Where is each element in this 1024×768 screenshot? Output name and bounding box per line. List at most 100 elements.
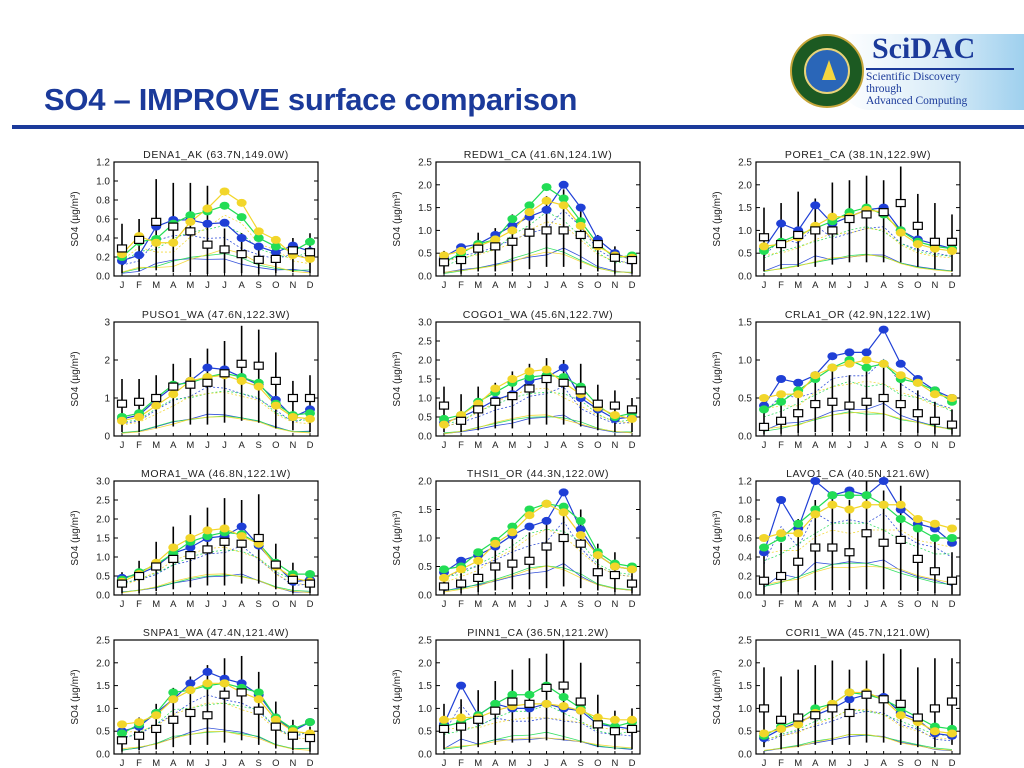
series-point-yellow: [947, 729, 957, 738]
x-tick-label: J: [864, 599, 869, 610]
x-tick-label: J: [205, 440, 210, 451]
series-point-green: [947, 534, 957, 542]
component-line-green: [121, 731, 311, 751]
component-line-yellow: [763, 565, 953, 586]
obs-square: [116, 399, 128, 408]
obs-square: [304, 733, 316, 743]
series-point-yellow: [592, 551, 603, 560]
obs-square: [507, 237, 518, 246]
panel-title: DENA1_AK (63.7N,149.0W): [143, 149, 289, 161]
obs-square: [895, 535, 906, 545]
series-point-yellow: [878, 359, 889, 368]
x-tick-label: O: [594, 758, 601, 768]
obs-square: [185, 227, 196, 236]
obs-square: [810, 711, 821, 720]
y-tick-label: 1.0: [738, 226, 752, 237]
obs-square: [810, 399, 821, 409]
y-tick-label: 1.0: [96, 704, 110, 715]
y-tick-label: 0.0: [418, 591, 432, 602]
x-tick-label: M: [508, 599, 516, 610]
component-line-green: [443, 731, 633, 750]
component-line-yellow: [443, 251, 633, 274]
y-tick-label: 0.5: [738, 394, 752, 405]
panel-title: PORE1_CA (38.1N,122.9W): [785, 149, 931, 161]
x-tick-label: A: [170, 599, 177, 610]
panel-title: SNPA1_WA (47.4N,121.4W): [143, 627, 289, 639]
component-line-yellow: [121, 573, 311, 594]
plot-frame: [755, 639, 961, 755]
series-point-yellow: [236, 376, 247, 385]
y-tick-label: 2.5: [96, 636, 110, 647]
obs-square: [626, 255, 638, 265]
obs-square: [929, 704, 941, 713]
series-line-yellow: [121, 682, 311, 735]
obs-square: [946, 420, 958, 429]
obs-square: [455, 722, 467, 731]
series-point-blue: [575, 525, 586, 534]
obs-square: [575, 386, 586, 395]
obs-square: [524, 556, 535, 565]
x-tick-label: A: [238, 440, 245, 451]
panel-title: PINN1_CA (36.5N,121.2W): [467, 627, 609, 639]
x-tick-label: D: [307, 280, 314, 291]
obs-square: [219, 245, 230, 254]
plot-frame: [755, 161, 961, 277]
obs-square: [541, 374, 552, 384]
y-tick-label: 0.2: [96, 253, 110, 264]
obs-square: [133, 235, 145, 244]
obs-square: [116, 579, 128, 588]
series-point-yellow: [270, 715, 281, 724]
series-point-blue: [810, 477, 821, 485]
x-tick-label: J: [544, 440, 549, 451]
component-line-yellow: [121, 248, 311, 274]
series-point-yellow: [929, 519, 940, 528]
x-tick-label: J: [847, 280, 852, 291]
obs-square: [133, 571, 145, 581]
series-point-yellow: [473, 556, 484, 565]
series-point-green: [305, 570, 315, 579]
x-tick-label: O: [914, 758, 921, 768]
series-point-yellow: [305, 254, 315, 263]
y-tick-label: 0.0: [418, 432, 432, 443]
y-tick-label: 1.0: [738, 356, 752, 367]
dotted-line-green: [443, 528, 633, 577]
series-point-blue: [202, 667, 213, 676]
y-tick-label: 1.0: [418, 534, 432, 545]
y-axis-label: SO4 (µg/m³): [70, 191, 81, 246]
series-point-green: [912, 524, 923, 533]
x-tick-label: O: [272, 758, 279, 768]
obs-square: [236, 539, 247, 548]
seal-inner-icon: [804, 48, 850, 94]
x-tick-label: J: [120, 599, 125, 610]
x-tick-label: A: [238, 280, 245, 291]
obs-square: [473, 244, 484, 253]
y-tick-label: 0.2: [738, 572, 752, 583]
obs-square: [202, 240, 213, 249]
obs-square: [946, 697, 958, 706]
obs-square: [929, 416, 941, 425]
x-tick-label: J: [222, 599, 227, 610]
obs-square: [287, 731, 299, 740]
series-line-green: [763, 691, 953, 737]
x-tick-label: S: [898, 440, 904, 451]
series-point-green: [439, 565, 449, 574]
series-point-blue: [793, 378, 804, 387]
dotted-line-yellow: [443, 528, 633, 584]
x-tick-label: N: [611, 758, 618, 768]
series-point-green: [168, 688, 179, 697]
obs-square: [270, 376, 281, 385]
series-point-yellow: [592, 713, 603, 722]
series-line-yellow: [443, 200, 633, 259]
y-axis-label: SO4 (µg/m³): [70, 669, 81, 724]
x-tick-label: O: [272, 440, 279, 451]
series-point-yellow: [827, 500, 838, 509]
doe-seal-icon: [790, 34, 864, 108]
chart-panel-12: CORI1_WA (45.7N,121.0W) SO4 (µg/m³) 0.0 0.5…: [712, 627, 961, 768]
dotted-line-yellow: [443, 221, 633, 264]
component-line-green: [121, 253, 311, 273]
series-point-green: [827, 491, 838, 500]
obs-square: [592, 399, 603, 408]
series-line-blue: [443, 684, 633, 730]
obs-square: [490, 397, 501, 406]
x-tick-label: M: [508, 758, 516, 768]
